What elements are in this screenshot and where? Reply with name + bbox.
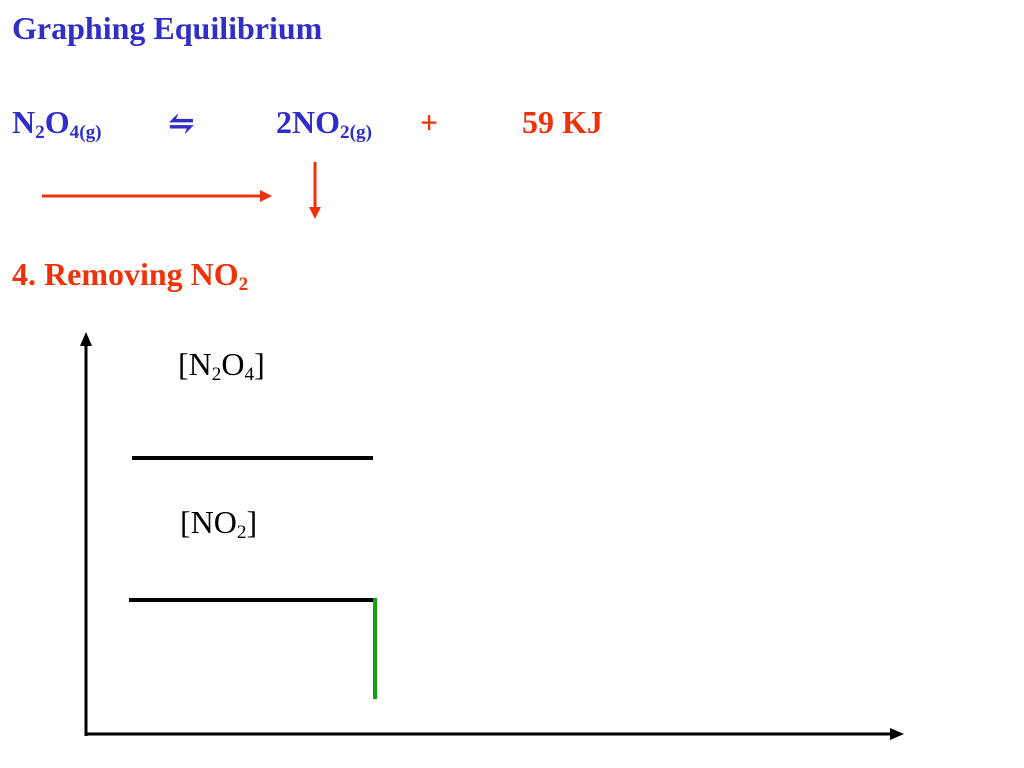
x-axis [86, 728, 904, 740]
down-arrow-icon [309, 162, 321, 219]
y-axis [80, 332, 92, 736]
right-arrow-icon [42, 190, 272, 202]
shift-arrows [42, 162, 321, 219]
no2-label: [NO2] [180, 504, 258, 543]
n2o4-label: [N2O4] [178, 346, 265, 385]
equilibrium-arrows-icon: ⇋ [168, 105, 195, 141]
step-subtitle: 4. Removing NO2 [12, 256, 249, 295]
plus-sign: + [420, 104, 439, 140]
slide-title: Graphing Equilibrium [12, 10, 323, 46]
reactant-n2o4: N2O4(g) [12, 104, 102, 143]
energy-term: 59 KJ [522, 104, 603, 140]
product-no2: 2NO2(g) [276, 104, 372, 143]
